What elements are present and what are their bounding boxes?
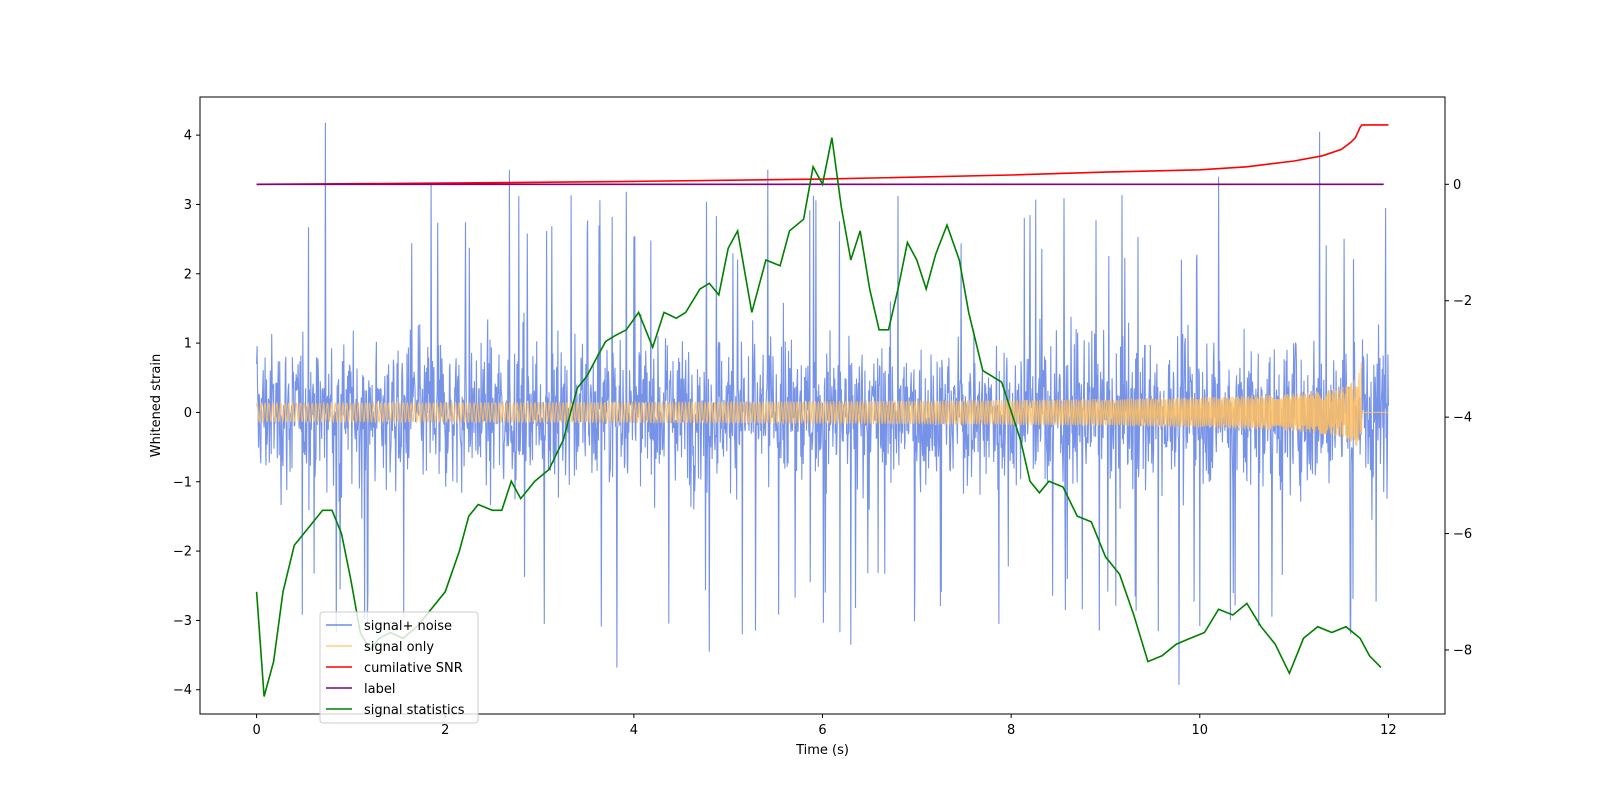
y-tick-label: 2: [184, 267, 192, 282]
y-tick-label: −1: [173, 475, 192, 490]
legend-entry-label: signal statistics: [364, 703, 465, 718]
legend-entry-label: signal+ noise: [364, 619, 452, 634]
x-axis-label: Time (s): [795, 743, 849, 758]
y2-tick-label: 0: [1453, 178, 1461, 193]
y2-tick-label: −2: [1453, 294, 1472, 309]
legend-entry-label: signal only: [364, 640, 434, 655]
y2-tick-label: −6: [1453, 527, 1472, 542]
x-tick-label: 2: [441, 723, 449, 738]
x-tick-label: 6: [818, 723, 826, 738]
y2-tick-label: −8: [1453, 643, 1472, 658]
x-tick-label: 10: [1191, 723, 1208, 738]
x-tick-label: 12: [1380, 723, 1397, 738]
series-signal-noise-line: [256, 122, 1389, 685]
y2-tick-label: −4: [1453, 411, 1472, 426]
x-tick-label: 0: [252, 723, 260, 738]
series-cumilative-snr-line: [256, 124, 1389, 186]
legend-entry-label: cumilative SNR: [364, 661, 463, 676]
y-tick-label: −3: [173, 614, 192, 629]
y-tick-label: 1: [184, 337, 192, 352]
y-tick-label: 4: [184, 129, 192, 144]
y-tick-label: −4: [173, 683, 192, 698]
y-tick-label: 3: [184, 198, 192, 213]
legend: signal+ noise signal only cumilative SNR la…: [319, 611, 479, 724]
legend-entry-label: label: [364, 682, 395, 697]
y-tick-label: −2: [173, 545, 192, 560]
y-tick-label: 0: [184, 406, 192, 421]
series-signal-only-line: [256, 362, 1389, 447]
x-tick-label: 4: [630, 723, 638, 738]
legend-box: [319, 611, 479, 724]
plot-area: [255, 122, 1389, 697]
x-tick-label: 8: [1007, 723, 1015, 738]
y-axis-label: Whitened strain: [149, 354, 164, 457]
